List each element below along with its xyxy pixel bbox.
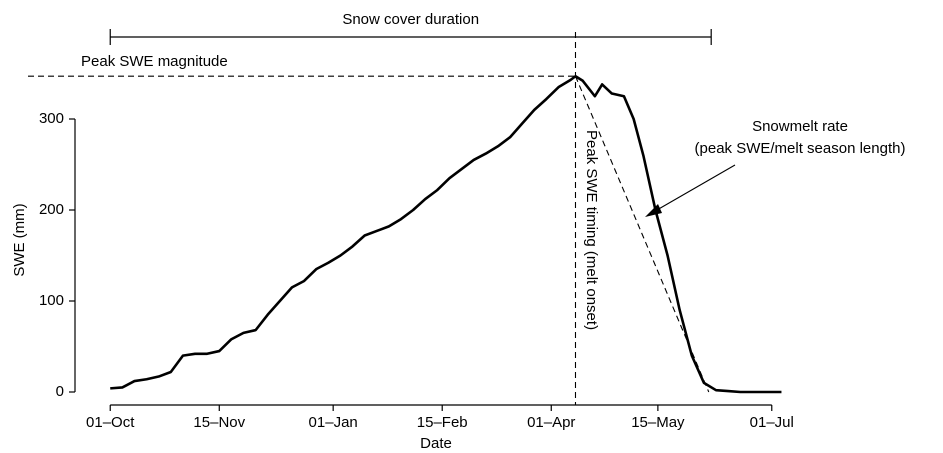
peak-magnitude-label: Peak SWE magnitude <box>81 53 228 70</box>
x-tick-label: 01–Jul <box>750 414 794 431</box>
x-tick-label: 01–Oct <box>86 414 135 431</box>
y-tick-label: 200 <box>39 201 64 218</box>
melt-rate-sublabel: (peak SWE/melt season length) <box>695 140 906 157</box>
x-tick-label: 15–Nov <box>193 414 245 431</box>
melt-rate-label: Snowmelt rate <box>752 118 848 135</box>
swe-line <box>110 74 782 394</box>
y-tick-label: 300 <box>39 110 64 127</box>
x-axis-label: Date <box>420 435 452 452</box>
y-tick-label: 0 <box>56 383 64 400</box>
y-axis-label: SWE (mm) <box>11 203 28 276</box>
duration-label: Snow cover duration <box>342 11 479 28</box>
y-tick-label: 100 <box>39 292 64 309</box>
x-tick-label: 15–Feb <box>417 414 468 431</box>
x-tick-label: 15–May <box>631 414 685 431</box>
peak-timing-label: Peak SWE timing (melt onset) <box>583 130 600 330</box>
arrow-shaft <box>649 164 736 215</box>
x-tick-label: 01–Apr <box>527 414 575 431</box>
x-tick-label: 01–Jan <box>309 414 358 431</box>
